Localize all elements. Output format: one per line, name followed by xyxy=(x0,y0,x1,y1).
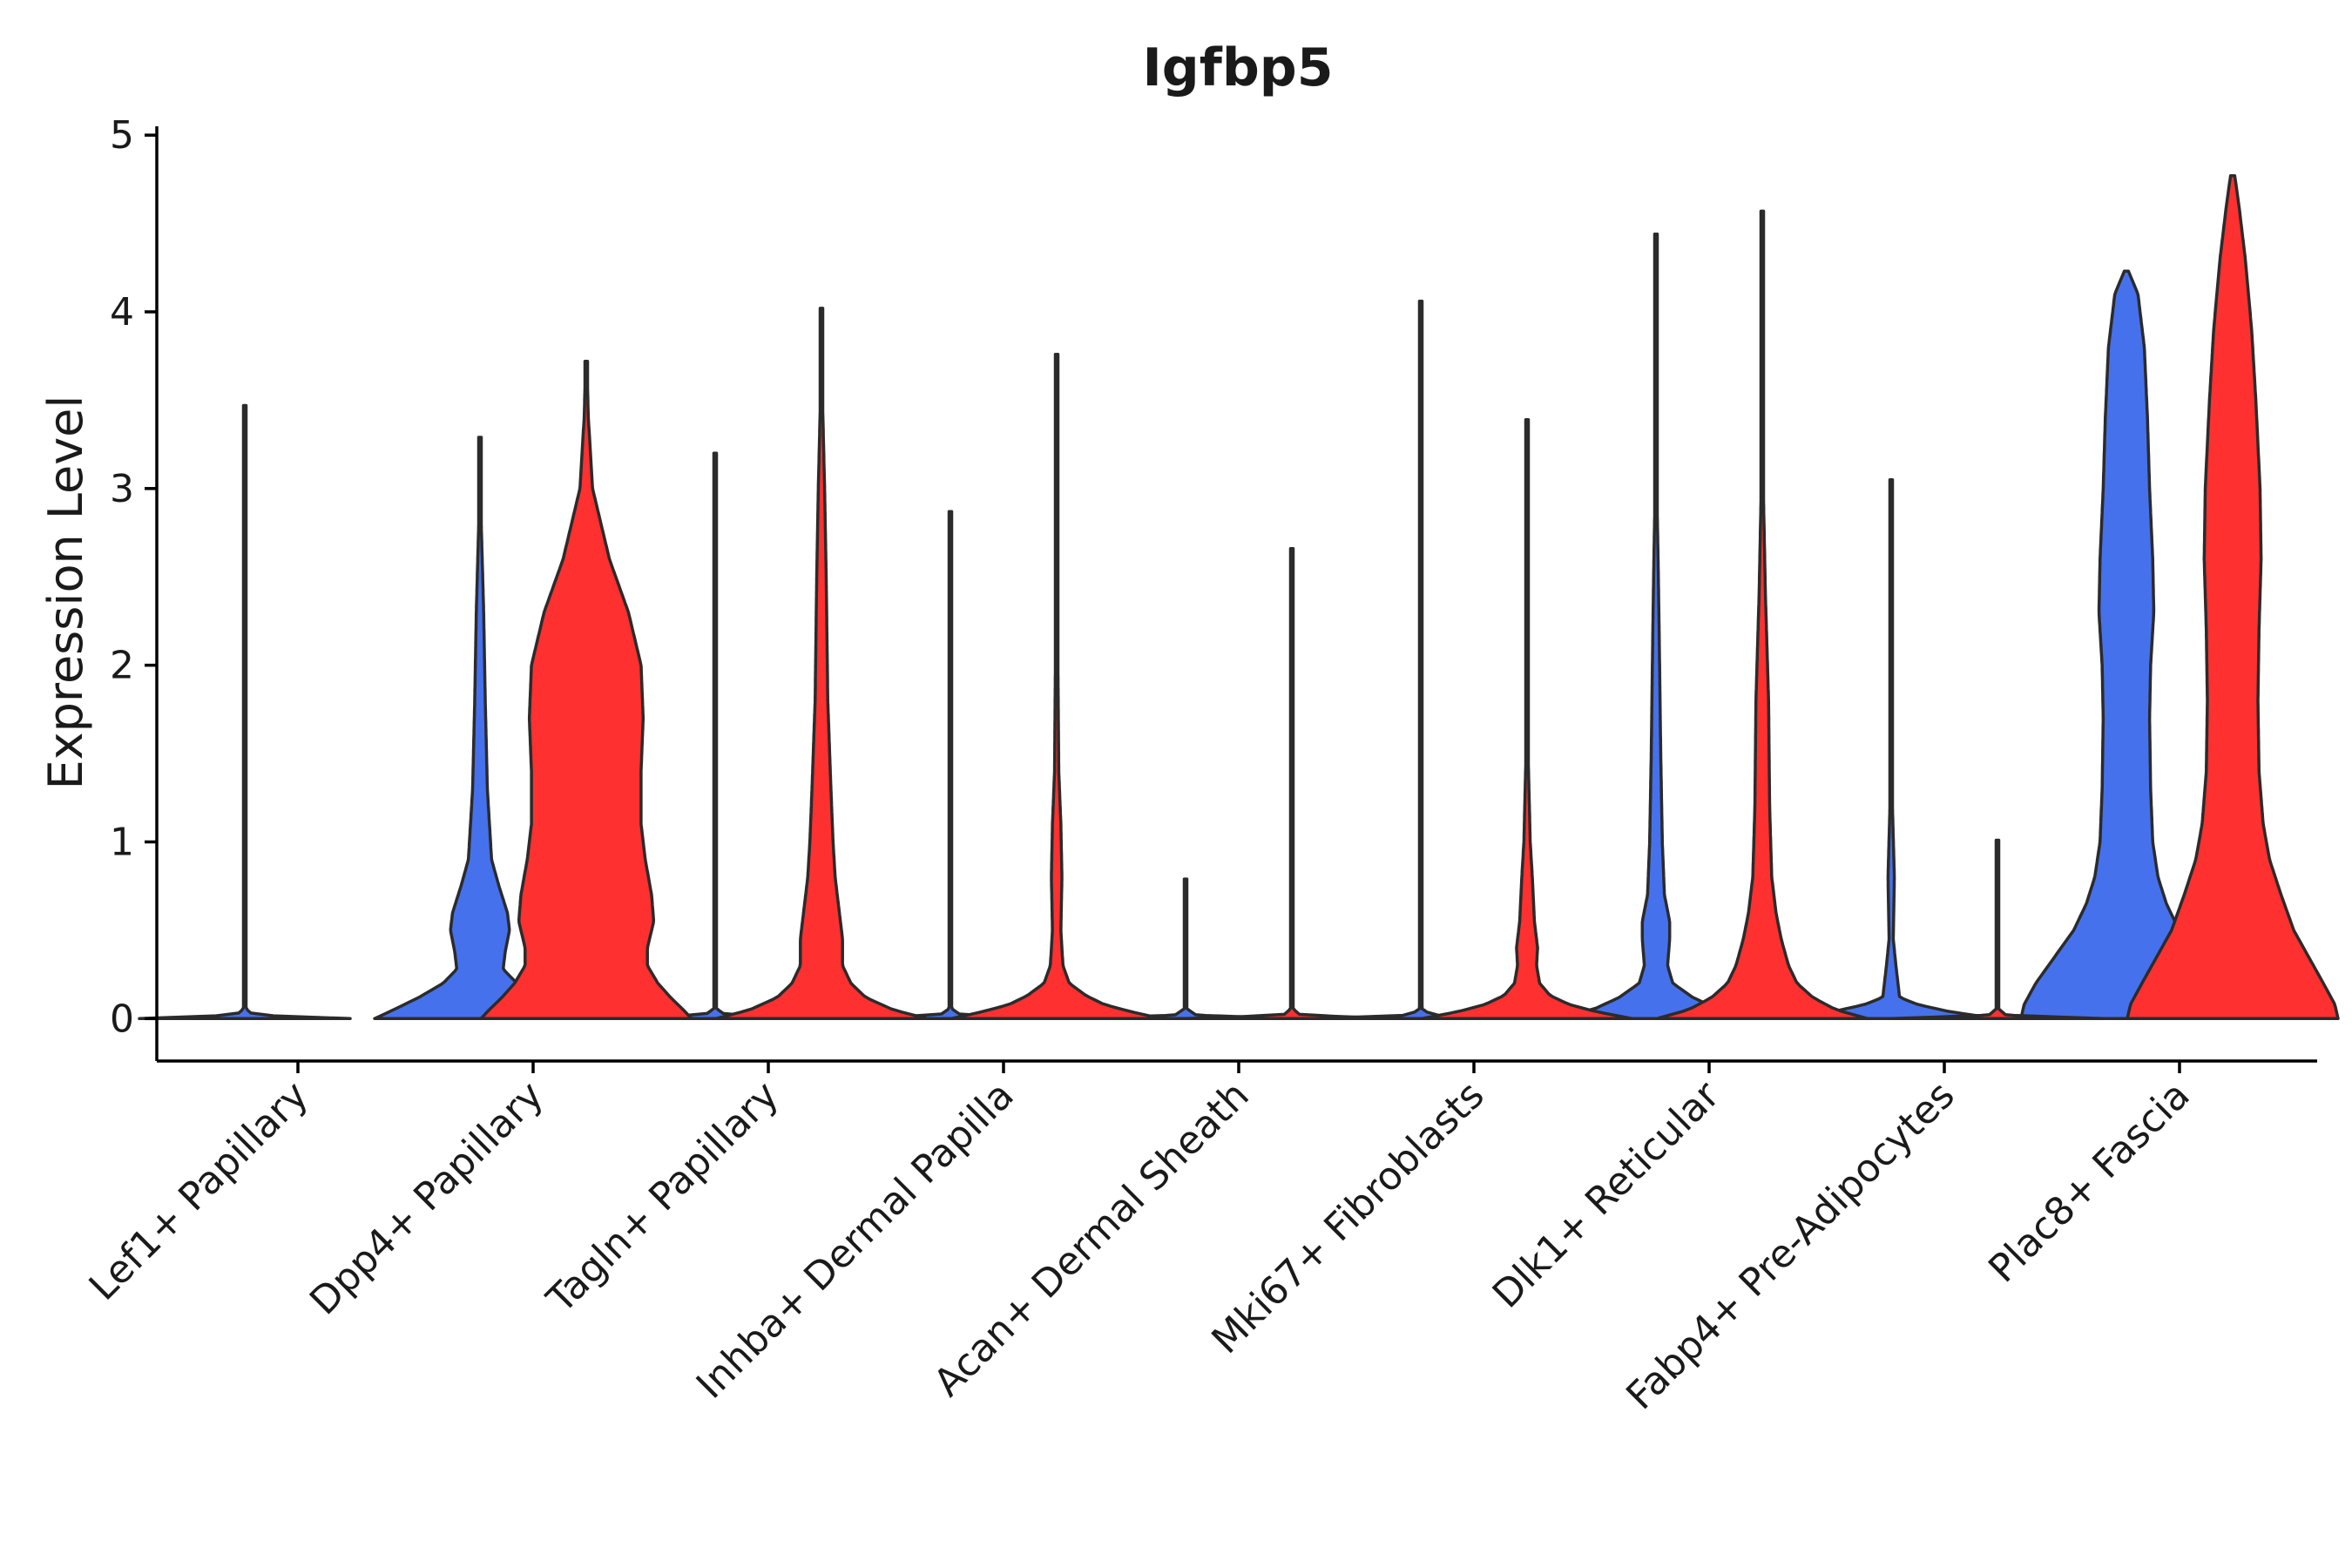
y-tick-label: 2 xyxy=(110,644,134,688)
violin-group-1-1 xyxy=(373,436,587,1021)
violin-group-2-1 xyxy=(479,360,693,1021)
violin-group-1-5 xyxy=(1314,300,1528,1021)
violin-group-2-7 xyxy=(1890,838,2105,1021)
violin-group-1-6 xyxy=(1549,232,1763,1021)
y-tick-label: 3 xyxy=(110,467,134,511)
violin-group-2-8 xyxy=(2126,174,2340,1021)
x-tick-label: Mki67+ Fibroblasts xyxy=(1203,1073,1492,1362)
y-tick-label: 4 xyxy=(110,290,134,335)
violin-group-2-4 xyxy=(1185,547,1399,1021)
violin-group-1-7 xyxy=(1784,477,1998,1021)
y-tick-label: 0 xyxy=(110,997,134,1041)
violin-group-1-8 xyxy=(2019,269,2234,1021)
violin-group-1-2 xyxy=(608,451,822,1021)
x-tick-label: Tagln+ Papillary xyxy=(538,1073,787,1322)
x-tick-label: Dpp4+ Papillary xyxy=(301,1073,552,1324)
violin-group-1-4 xyxy=(1078,877,1293,1021)
y-axis-label: Expression Level xyxy=(38,395,93,790)
violin-group-1-3 xyxy=(843,510,1058,1021)
violin-group xyxy=(138,174,2340,1021)
x-tick-label: Lef1+ Papillary xyxy=(81,1073,317,1309)
y-tick-label: 1 xyxy=(110,820,134,864)
violin-group-2-3 xyxy=(950,352,1164,1021)
chart-title: Igfbp5 xyxy=(1142,37,1333,98)
violin-group-1-0 xyxy=(138,403,352,1021)
x-tick-label: Dlk1+ Reticular xyxy=(1484,1072,1729,1317)
violin-group-2-5 xyxy=(1420,417,1634,1021)
x-tick-label: Plac8+ Fascia xyxy=(1980,1073,2199,1292)
violin-group-2-6 xyxy=(1655,209,1869,1021)
y-tick-label: 5 xyxy=(110,113,134,158)
violin-group-2-2 xyxy=(714,307,929,1021)
